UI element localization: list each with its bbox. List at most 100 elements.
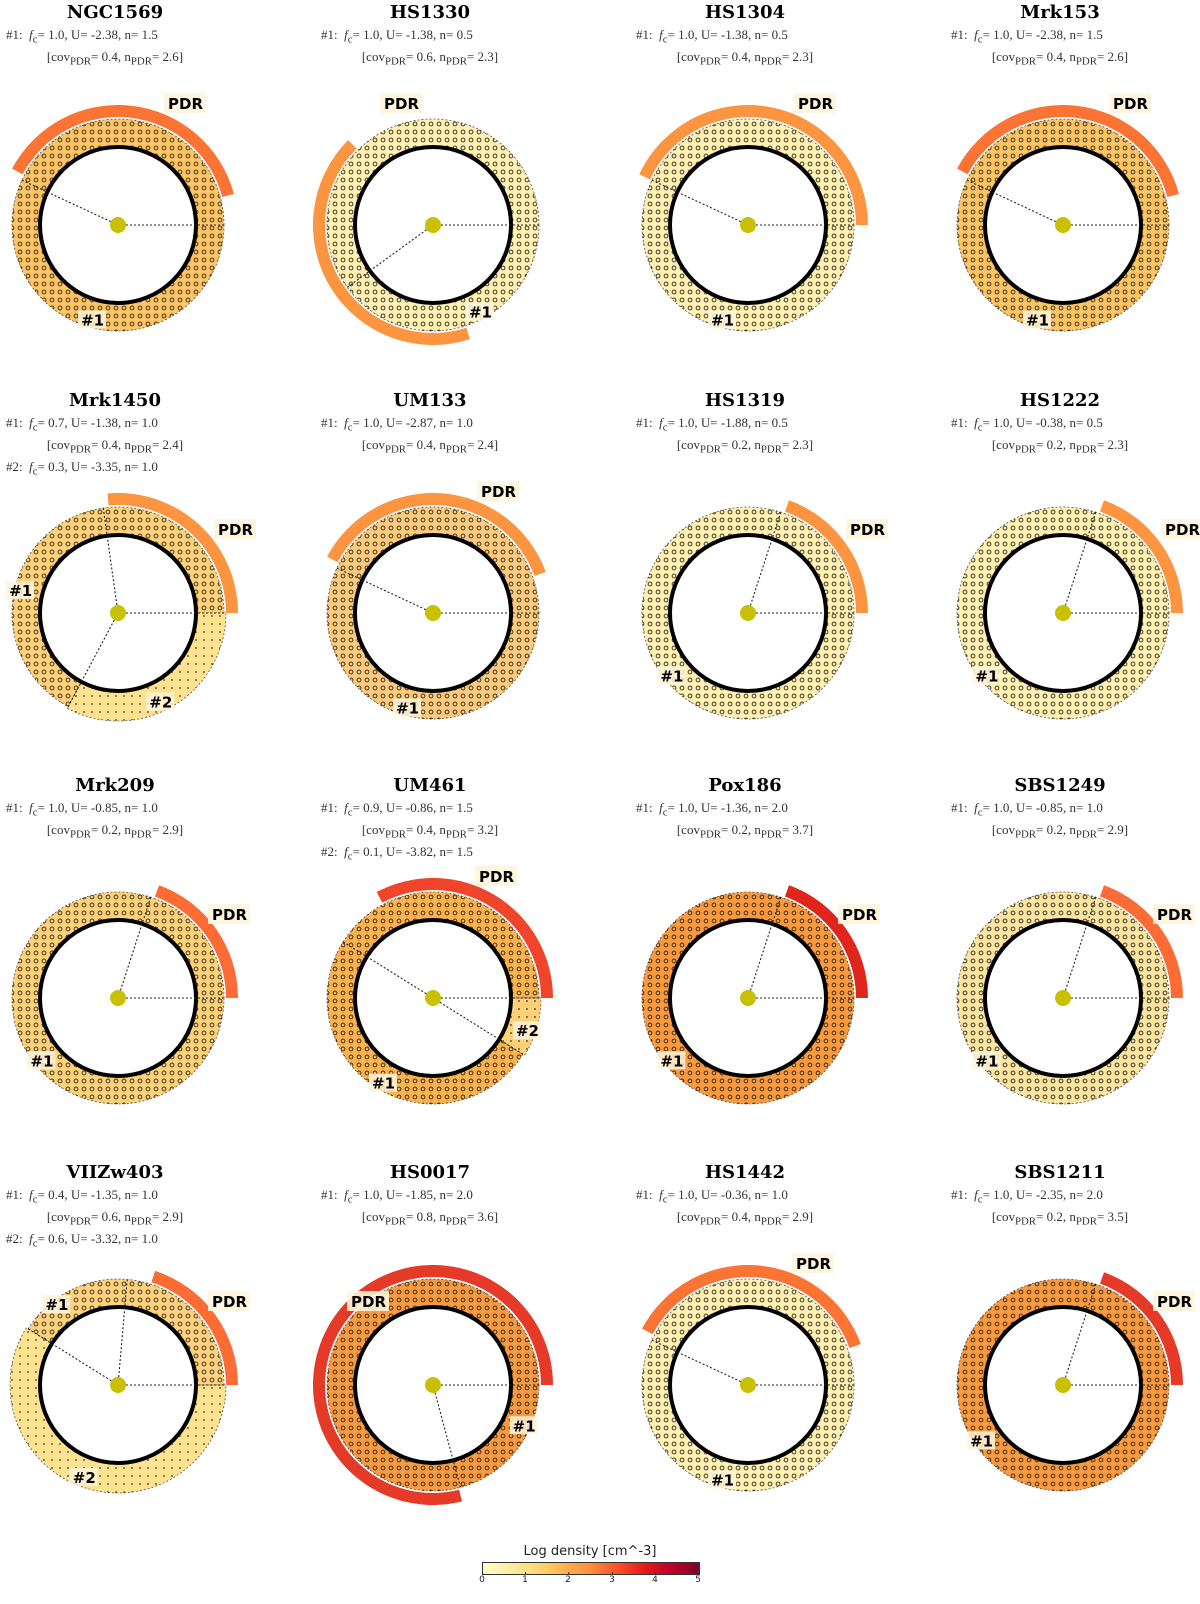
colorbar-tick: 0 — [479, 1572, 485, 1585]
u-value: -1.38 — [405, 27, 433, 42]
pdr-params: [covPDR= 0.2, nPDR= 2.9] — [991, 822, 1129, 841]
pdr-arc — [327, 493, 546, 577]
component-params: #2: fc= 0.1, U= -3.82, n= 1.5 — [321, 844, 473, 863]
central-star — [425, 605, 441, 621]
sector-label-bg — [42, 1295, 71, 1314]
galaxy-name: HS1330 — [389, 2, 471, 23]
galaxy-name: Pox186 — [708, 775, 782, 796]
sector-divider — [27, 1328, 119, 1386]
pdr-arc — [639, 104, 868, 225]
n-value: 1.5 — [456, 800, 473, 815]
sector-label: #2 — [149, 694, 172, 712]
pdr-params: [covPDR= 0.2, nPDR= 3.7] — [676, 822, 814, 841]
sector-divider — [21, 179, 119, 226]
pdr-label: PDR — [168, 95, 203, 113]
sector-divider — [346, 224, 434, 288]
pdr-label: PDR — [479, 868, 514, 886]
sector-divider — [102, 507, 119, 614]
n-value: 0.5 — [1086, 415, 1103, 430]
line-prefix: #2: — [6, 459, 23, 474]
galaxy-name: Mrk209 — [75, 775, 155, 796]
cov-value: 0.4 — [731, 1209, 748, 1224]
pdr-label-bg — [214, 519, 256, 539]
n-value: 1.0 — [141, 415, 158, 430]
shell-diagram: #1 PDR — [639, 93, 868, 332]
shell-diagram: #1 PDR — [641, 1253, 861, 1492]
component-params: #1: fc= 1.0, U= -2.38, n= 1.5 — [951, 27, 1103, 46]
galaxy-panel: Mrk209 #1: fc= 1.0, U= -0.85, n= 1.0 [covP… — [0, 773, 300, 1138]
component-params: #1: fc= 1.0, U= -1.88, n= 0.5 — [636, 415, 788, 434]
galaxy-name: HS1304 — [704, 2, 786, 23]
sector-divider — [432, 1384, 461, 1488]
fc-value: 0.3 — [48, 459, 65, 474]
n-value: 1.5 — [141, 27, 158, 42]
line-prefix: #1: — [6, 27, 23, 42]
sector-label-bg — [1023, 310, 1052, 329]
line-prefix: #1: — [321, 27, 338, 42]
shell-diagram: #1 PDR — [11, 93, 234, 332]
npdr-value: 2.9 — [1107, 822, 1124, 837]
pdr-label-bg — [794, 93, 836, 113]
colorbar-title: Log density [cm^-3] — [523, 1544, 657, 1559]
pdr-label-bg — [475, 866, 517, 886]
u-value: -1.35 — [90, 1187, 118, 1202]
galaxy-name: HS1319 — [704, 390, 786, 411]
central-star — [1055, 990, 1071, 1006]
npdr-value: 2.6 — [162, 49, 179, 64]
npdr-value: 3.5 — [1107, 1209, 1124, 1224]
galaxy-name: Mrk1450 — [69, 390, 161, 411]
pdr-label: PDR — [218, 521, 253, 539]
central-star — [425, 217, 441, 233]
fc-value: 1.0 — [48, 800, 65, 815]
sector-label-bg — [6, 581, 35, 600]
component-params: #1: fc= 1.0, U= -2.38, n= 1.5 — [6, 27, 158, 46]
sector-divider — [117, 1279, 128, 1386]
central-star — [740, 605, 756, 621]
line-prefix: #1: — [951, 800, 968, 815]
npdr-value: 3.7 — [792, 822, 809, 837]
sector-divider — [342, 941, 434, 999]
sector-label: #2 — [73, 1469, 96, 1487]
u-value: -2.87 — [405, 415, 433, 430]
sector-label-bg — [708, 1470, 737, 1489]
shell-diagram: #1 #2 PDR — [6, 493, 256, 722]
u-value: -1.36 — [720, 800, 748, 815]
central-star — [740, 217, 756, 233]
sector-label-bg — [465, 302, 494, 321]
u-value: -2.38 — [1035, 27, 1063, 42]
cov-value: 0.4 — [416, 437, 433, 452]
pdr-params: [covPDR= 0.2, nPDR= 2.9] — [46, 822, 184, 841]
galaxy-name: SBS1211 — [1014, 1162, 1106, 1183]
sector-label: #1 — [975, 1052, 998, 1070]
galaxy-name: VIIZw403 — [66, 1162, 164, 1183]
galaxy-panel: Pox186 #1: fc= 1.0, U= -1.36, n= 2.0 [covP… — [630, 773, 930, 1138]
pdr-params: [covPDR= 0.4, nPDR= 2.6] — [46, 49, 184, 68]
n-value: 1.0 — [771, 1187, 788, 1202]
shell-diagram: #1 PDR — [313, 93, 540, 345]
pdr-label: PDR — [384, 95, 419, 113]
pdr-label: PDR — [1157, 1293, 1192, 1311]
fc-value: 1.0 — [363, 1187, 380, 1202]
npdr-value: 2.3 — [792, 437, 809, 452]
fc-value: 0.6 — [48, 1231, 65, 1246]
pdr-arc — [957, 104, 1179, 198]
sector-label: #1 — [513, 1417, 536, 1435]
fc-value: 1.0 — [993, 800, 1010, 815]
galaxy-name: UM461 — [393, 775, 467, 796]
npdr-value: 2.4 — [162, 437, 179, 452]
colorbar-tick: 2 — [565, 1572, 571, 1585]
fc-value: 0.1 — [363, 844, 380, 859]
central-star — [110, 605, 126, 621]
pdr-label: PDR — [1157, 906, 1192, 924]
galaxy-panel: HS1304 #1: fc= 1.0, U= -1.38, n= 0.5 [covP… — [630, 0, 930, 365]
u-value: -0.85 — [90, 800, 118, 815]
n-value: 2.0 — [771, 800, 788, 815]
pdr-params: [covPDR= 0.2, nPDR= 2.3] — [676, 437, 814, 456]
npdr-value: 2.9 — [792, 1209, 809, 1224]
u-value: -1.38 — [720, 27, 748, 42]
line-prefix: #1: — [636, 1187, 653, 1202]
shell-hatch — [67, 613, 226, 721]
pdr-label-bg — [208, 904, 250, 924]
cov-value: 0.2 — [1046, 1209, 1063, 1224]
n-value: 0.5 — [771, 27, 788, 42]
